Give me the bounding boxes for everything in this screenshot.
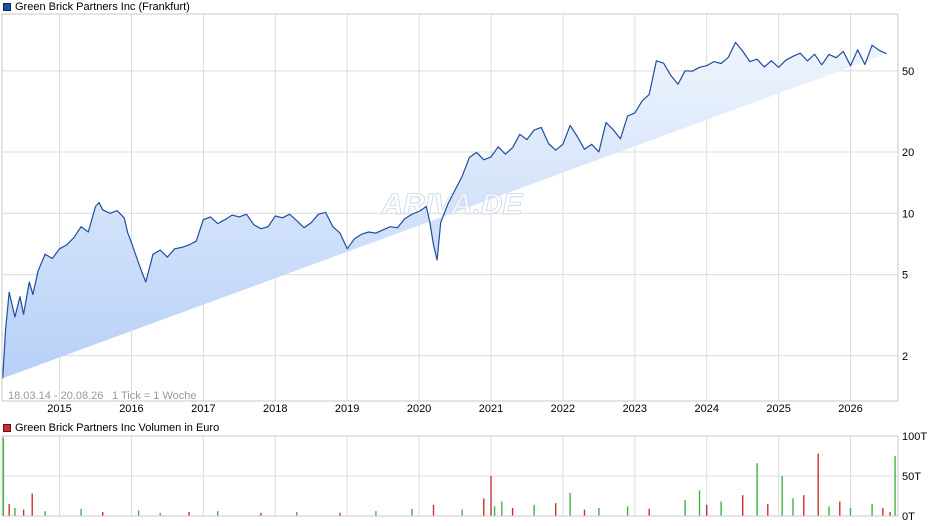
volume-grid — [2, 435, 898, 517]
volume-bar — [44, 511, 46, 516]
volume-bar — [839, 501, 841, 516]
volume-bar — [767, 504, 769, 516]
volume-bars — [2, 437, 896, 516]
price-x-tick-label: 2017 — [191, 403, 215, 415]
volume-bar — [817, 453, 819, 516]
price-x-tick-label: 2019 — [335, 403, 359, 415]
price-plot-frame — [1, 13, 899, 402]
volume-bar — [8, 504, 10, 516]
price-y-tick-label: 10 — [902, 208, 914, 220]
volume-bar — [533, 504, 535, 516]
volume-bar — [483, 498, 485, 516]
price-y-tick-label: 2 — [902, 351, 908, 363]
price-x-tick-label: 2020 — [407, 403, 431, 415]
volume-bar — [569, 492, 571, 516]
tick-interval-label: 1 Tick = 1 Woche — [112, 390, 196, 402]
volume-bar — [648, 508, 650, 516]
volume-bar — [14, 508, 16, 516]
volume-bar — [706, 504, 708, 516]
volume-bar — [684, 500, 686, 516]
price-x-tick-label: 2022 — [551, 403, 575, 415]
volume-bar — [781, 476, 783, 516]
price-chart-title: Green Brick Partners Inc (Frankfurt) — [15, 1, 190, 13]
price-x-tick-label: 2023 — [623, 403, 647, 415]
volume-bar — [626, 506, 629, 516]
volume-bar — [2, 437, 5, 516]
volume-bar — [260, 512, 262, 516]
price-x-tick-label: 2018 — [263, 403, 287, 415]
volume-bar — [31, 493, 33, 516]
volume-bar — [22, 509, 25, 516]
volume-bar — [598, 508, 600, 516]
volume-y-tick-label: 50T — [902, 471, 921, 483]
volume-bar — [871, 504, 873, 516]
volume-y-axis: 100T 50T 0T — [902, 431, 927, 523]
price-x-tick-label: 2025 — [766, 403, 790, 415]
watermark: ARIVA.DE — [380, 188, 523, 221]
volume-bar — [849, 508, 852, 516]
price-y-tick-label: 20 — [902, 147, 914, 159]
volume-bar — [493, 506, 496, 516]
price-y-tick-label: 50 — [902, 66, 914, 78]
price-area — [2, 42, 887, 379]
volume-bar — [828, 506, 830, 516]
volume-bar — [137, 510, 140, 516]
volume-bar — [339, 512, 341, 516]
volume-y-tick-label: 0T — [902, 511, 915, 523]
volume-bar — [159, 512, 161, 516]
volume-bar — [461, 509, 463, 516]
volume-bar — [296, 512, 298, 516]
price-x-tick-label: 2021 — [479, 403, 503, 415]
volume-bar — [217, 511, 219, 516]
volume-bar — [501, 501, 503, 516]
volume-bar — [889, 512, 891, 516]
volume-bar — [803, 495, 805, 516]
volume-plot-frame — [1, 435, 899, 517]
price-x-tick-label: 2026 — [838, 403, 862, 415]
volume-chart-legend: Green Brick Partners Inc Volumen in Euro — [3, 421, 219, 435]
price-x-tick-label: 2016 — [119, 403, 143, 415]
price-y-tick-label: 5 — [902, 270, 908, 282]
volume-bar — [698, 490, 701, 516]
volume-bar — [894, 456, 896, 516]
volume-bar — [742, 495, 744, 516]
price-x-axis: 2015 2016 2017 2018 2019 2020 2021 2022 2023 2024… — [47, 403, 862, 415]
volume-bar — [511, 508, 514, 516]
volume-bar — [555, 503, 557, 516]
volume-bar — [756, 463, 758, 516]
price-x-tick-label: 2024 — [694, 403, 718, 415]
volume-bar — [411, 508, 413, 516]
volume-bar — [80, 508, 82, 516]
price-x-tick-label: 2015 — [47, 403, 71, 415]
volume-bar — [375, 511, 377, 516]
volume-legend-swatch — [3, 424, 11, 432]
price-chart-legend: Green Brick Partners Inc (Frankfurt) — [3, 0, 190, 14]
price-legend-swatch — [3, 3, 11, 11]
volume-chart-title: Green Brick Partners Inc Volumen in Euro — [15, 422, 220, 434]
volume-bar — [102, 512, 104, 516]
volume-y-tick-label: 100T — [902, 431, 927, 443]
period-label: 18.03.14 - 20.08.26 — [8, 390, 103, 402]
volume-bar — [432, 504, 435, 516]
volume-bar — [188, 512, 190, 516]
price-y-axis: 2 5 10 20 50 — [902, 66, 914, 363]
volume-bar — [583, 509, 586, 516]
volume-bar — [490, 476, 492, 516]
volume-bar — [792, 498, 794, 516]
volume-bar — [882, 508, 884, 516]
price-line — [2, 41, 887, 379]
volume-bar — [720, 501, 722, 516]
